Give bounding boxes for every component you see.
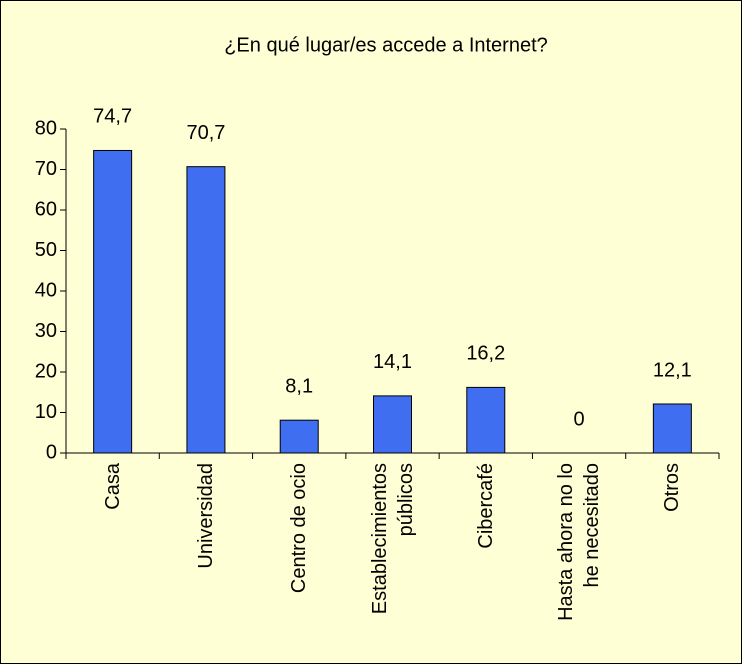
x-tick-label: Universidad bbox=[194, 463, 217, 569]
y-tick-label: 50 bbox=[35, 239, 57, 261]
bar bbox=[466, 386, 506, 454]
y-tick-label: 0 bbox=[46, 441, 57, 463]
bar bbox=[93, 149, 133, 454]
y-tick-label: 10 bbox=[35, 401, 57, 423]
value-label: 74,7 bbox=[93, 106, 132, 128]
x-tick-label: Hasta ahora no lo he necesitado bbox=[555, 463, 604, 621]
y-tick-label: 70 bbox=[35, 158, 57, 180]
bar bbox=[652, 403, 692, 454]
bar bbox=[279, 419, 319, 454]
x-tick-label: Centro de ocio bbox=[288, 463, 311, 594]
y-tick-label: 20 bbox=[35, 360, 57, 382]
y-tick-label: 30 bbox=[35, 320, 57, 342]
y-tick-label: 40 bbox=[35, 279, 57, 301]
value-label: 70,7 bbox=[186, 122, 225, 144]
value-label: 14,1 bbox=[373, 351, 412, 373]
y-tick-label: 60 bbox=[35, 198, 57, 220]
bar bbox=[373, 395, 412, 454]
x-tick-label: Casa bbox=[101, 463, 124, 510]
x-tick-label: Cibercafé bbox=[474, 463, 497, 549]
x-tick-label: Establecimientos públicos bbox=[368, 463, 417, 615]
x-tick-label: Otros bbox=[661, 463, 684, 512]
value-label: 8,1 bbox=[285, 375, 313, 397]
value-label: 12,1 bbox=[653, 359, 692, 381]
bar bbox=[186, 166, 226, 454]
chart-title: ¿En qué lugar/es accede a Internet? bbox=[224, 34, 548, 56]
y-tick-label: 80 bbox=[35, 117, 57, 139]
value-label: 16,2 bbox=[466, 343, 505, 365]
value-label: 0 bbox=[574, 408, 585, 430]
